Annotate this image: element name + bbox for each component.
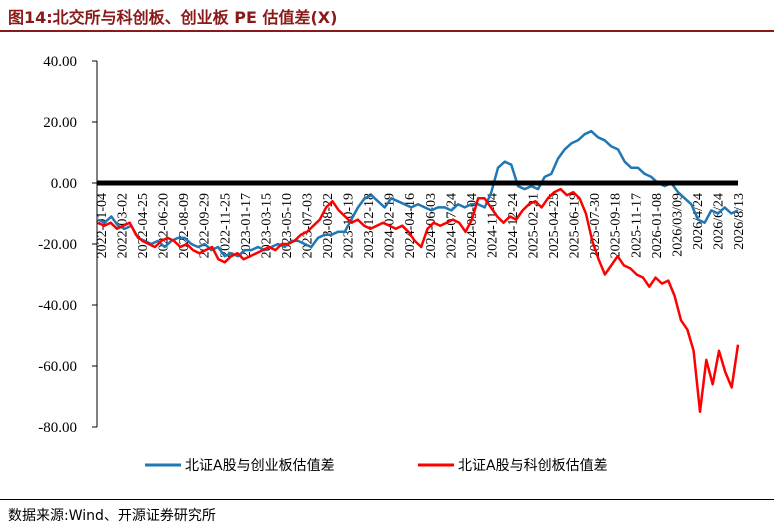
x-tick-label: 2025-02-21 bbox=[527, 193, 542, 258]
x-tick-label: 2022-04-25 bbox=[136, 193, 151, 258]
figure-title: 图14:北交所与科创板、创业板 PE 估值差(X) bbox=[8, 8, 338, 27]
series-layer bbox=[97, 129, 740, 414]
source-divider bbox=[0, 499, 774, 500]
x-tick-label: 2024-12-24 bbox=[506, 193, 521, 258]
x-tick-label: 2023-01-17 bbox=[239, 193, 254, 258]
x-tick-label: 2022-11-25 bbox=[218, 193, 233, 258]
x-tick-label: 2024-11-04 bbox=[485, 193, 500, 258]
legend: 北证A股与创业板估值差 北证A股与科创板估值差 bbox=[145, 458, 608, 474]
x-tick-label: 2022-09-29 bbox=[198, 193, 213, 258]
x-tick-label: 2024-07-24 bbox=[444, 193, 459, 258]
x-tick-label: 2026/03/09 bbox=[670, 193, 685, 257]
x-tick-label: 2026/8/13 bbox=[732, 193, 747, 250]
y-tick-label: -60.00 bbox=[38, 359, 77, 375]
series-line-1 bbox=[97, 187, 740, 414]
x-tick-label: 2023-12-18 bbox=[362, 193, 377, 258]
y-tick-label: -80.00 bbox=[38, 420, 77, 436]
y-tick-label: 40.00 bbox=[43, 54, 77, 70]
x-tick-label: 2022-06-20 bbox=[157, 193, 172, 258]
title-divider bbox=[0, 30, 774, 32]
pe-spread-line-chart: 40.00 20.00 0.00 -20.00 -40.00 -60.00 -80.00 2… bbox=[38, 54, 747, 474]
x-tick-label: 2025-06-19 bbox=[568, 193, 583, 258]
legend-label-1: 北证A股与科创板估值差 bbox=[458, 458, 608, 474]
y-tick-label: -40.00 bbox=[38, 298, 77, 314]
x-tick-label: 2025-11-17 bbox=[629, 193, 644, 258]
data-source-note: 数据来源:Wind、开源证券研究所 bbox=[8, 508, 216, 524]
x-tick-label: 2026/6/24 bbox=[711, 193, 726, 250]
x-tick-label: 2023-05-10 bbox=[280, 193, 295, 258]
x-tick-label: 2026/4/24 bbox=[691, 193, 706, 250]
series-line-0 bbox=[97, 129, 739, 258]
x-tick-label: 2023-07-03 bbox=[300, 193, 315, 258]
y-tick-label: 0.00 bbox=[51, 176, 77, 192]
x-tick-label: 2024-04-16 bbox=[403, 193, 418, 258]
y-axis: 40.00 20.00 0.00 -20.00 -40.00 -60.00 -80.00 bbox=[38, 54, 98, 436]
legend-label-0: 北证A股与创业板估值差 bbox=[185, 458, 335, 474]
y-tick-label: 20.00 bbox=[43, 115, 77, 131]
x-tick-label: 2025-04-25 bbox=[547, 193, 562, 258]
x-tick-label: 2026-01-08 bbox=[650, 193, 665, 258]
y-tick-label: -20.00 bbox=[38, 237, 77, 253]
x-tick-label: 2025-09-18 bbox=[609, 193, 624, 258]
x-tick-label: 2023-03-15 bbox=[259, 193, 274, 258]
